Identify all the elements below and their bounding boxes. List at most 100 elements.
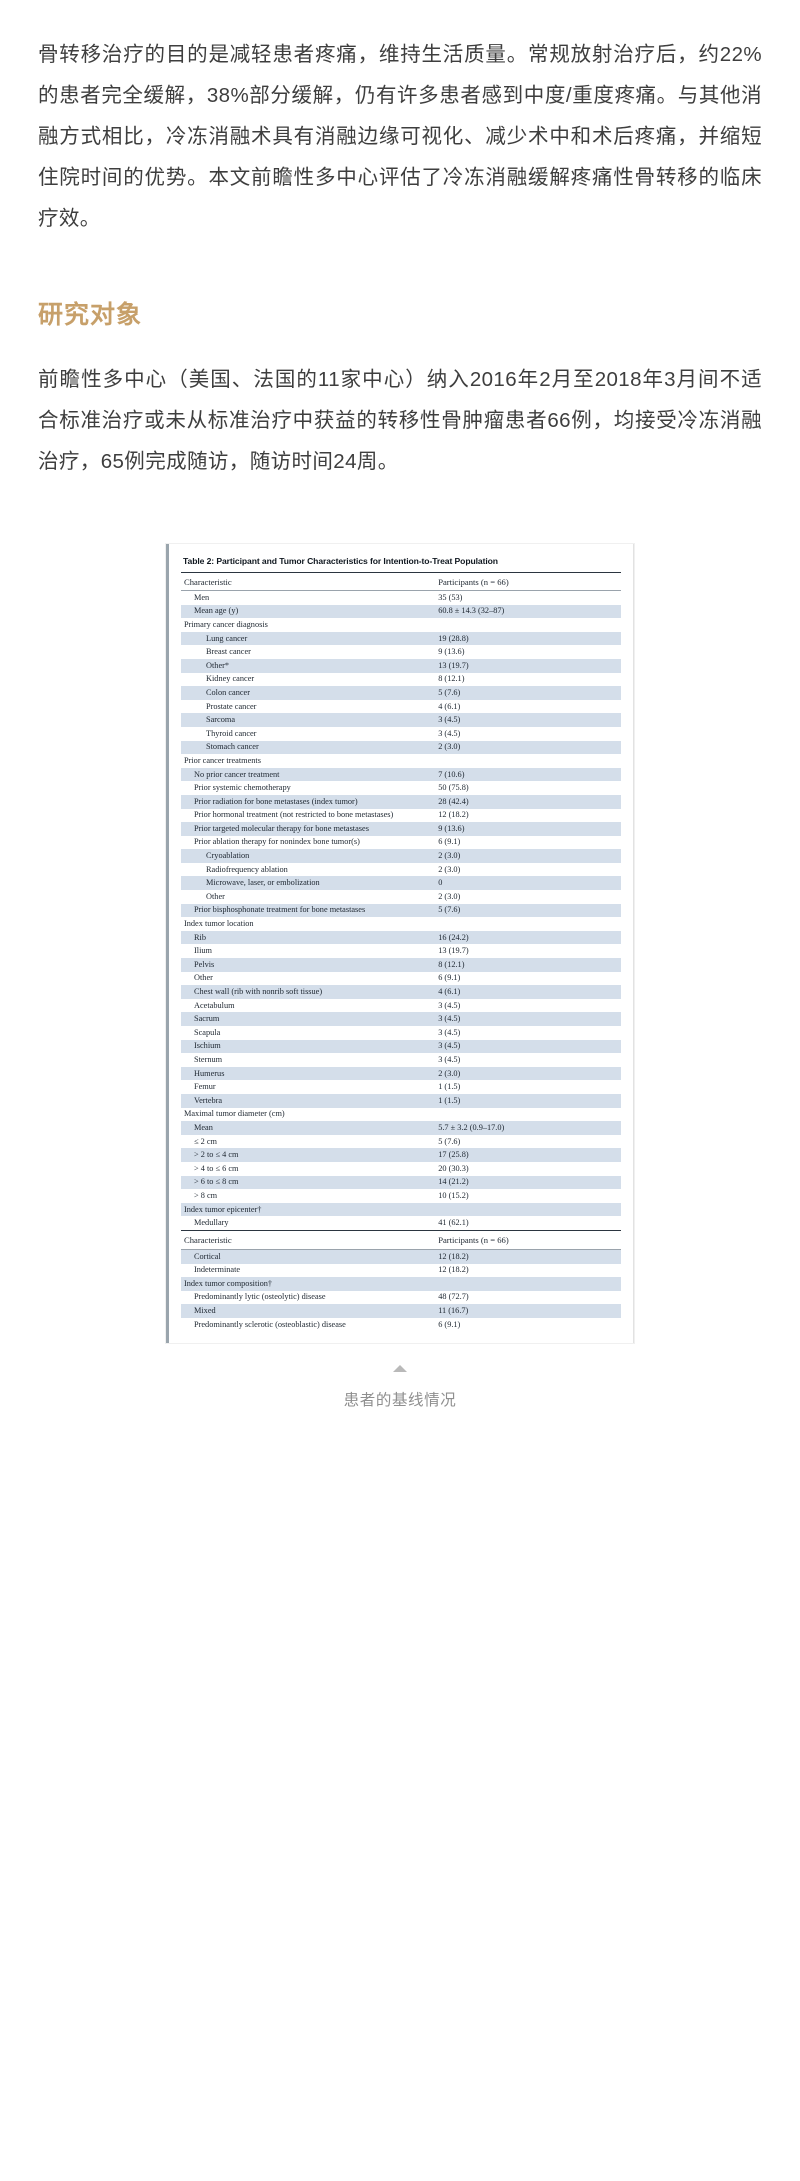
table-card: Table 2: Participant and Tumor Character… xyxy=(166,544,634,1344)
row-value: 3 (4.5) xyxy=(438,728,461,738)
row-value: 12 (18.2) xyxy=(436,1249,621,1264)
row-label: Lung cancer xyxy=(181,631,437,646)
row-value: 0 xyxy=(436,876,621,891)
row-value: 10 (15.2) xyxy=(438,1190,469,1200)
row-value: 3 (4.5) xyxy=(436,1012,621,1026)
row-label: Primary cancer diagnosis xyxy=(184,619,268,629)
row-label: Mean xyxy=(181,1121,437,1135)
row-value: 16 (24.2) xyxy=(436,930,621,945)
row-value: 17 (25.8) xyxy=(436,1148,621,1162)
row-value: 2 (3.0) xyxy=(438,864,461,874)
table-row: Index tumor composition† xyxy=(181,1277,621,1291)
row-label: Prior bisphosphonate treatment for bone … xyxy=(181,903,437,918)
row-label: Index tumor epicenter† xyxy=(181,1202,437,1217)
figure-caption: 患者的基线情况 xyxy=(343,1392,457,1410)
row-label: Sternum xyxy=(194,1054,223,1064)
table-row: Pelvis 8 (12.1) xyxy=(181,958,621,972)
row-value: 7 (10.6) xyxy=(436,767,621,782)
table-row: Radiofrequency ablation 2 (3.0) xyxy=(181,863,621,877)
row-label: Other xyxy=(206,891,225,901)
row-label: Ilium xyxy=(194,946,212,956)
table-row: Sternum 3 (4.5) xyxy=(181,1053,621,1067)
row-value: 3 (4.5) xyxy=(438,1000,461,1010)
row-label: > 2 to ≤ 4 cm xyxy=(181,1148,437,1162)
table-row: Cortical 12 (18.2) xyxy=(181,1249,621,1264)
row-label: Kidney cancer xyxy=(206,674,255,684)
row-value: 12 (18.2) xyxy=(438,810,469,820)
row-value: 60.8 ± 14.3 (32–87) xyxy=(436,604,621,619)
table-row: Predominantly sclerotic (osteoblastic) d… xyxy=(181,1318,621,1332)
row-label: Radiofrequency ablation xyxy=(206,864,288,874)
row-value: 5 (7.6) xyxy=(438,1136,461,1146)
row-label: ≤ 2 cm xyxy=(194,1136,217,1146)
table-row: Microwave, laser, or embolization 0 xyxy=(181,876,621,891)
row-value: 2 (3.0) xyxy=(436,1066,621,1081)
table-row: Chest wall (rib with nonrib soft tissue)… xyxy=(181,985,621,999)
row-label: Mean age (y) xyxy=(181,604,437,619)
table-row: Ischium 3 (4.5) xyxy=(181,1039,621,1054)
row-value: 4 (6.1) xyxy=(436,985,621,999)
table-row: Indeterminate 12 (18.2) xyxy=(181,1264,621,1278)
row-label: > 4 to ≤ 6 cm xyxy=(194,1163,239,1173)
table-row: Maximal tumor diameter (cm) xyxy=(181,1108,621,1122)
row-value: 2 (3.0) xyxy=(436,849,621,863)
row-label: > 8 cm xyxy=(194,1190,218,1200)
row-label: Prior cancer treatments xyxy=(184,755,261,765)
table-row: Rib 16 (24.2) xyxy=(181,930,621,945)
table-head: Characteristic Participants (n = 66) xyxy=(181,572,621,591)
section-heading-study-subjects: 研究对象 xyxy=(38,302,143,329)
table-row: > 8 cm 10 (15.2) xyxy=(181,1189,621,1203)
row-label: Other* xyxy=(181,658,437,673)
row-label: Prior ablation therapy for nonindex bone… xyxy=(194,837,360,847)
row-value: 6 (9.1) xyxy=(438,973,461,983)
table-row: Other* 13 (19.7) xyxy=(181,658,621,673)
table-row: Ilium 13 (19.7) xyxy=(181,944,621,958)
row-value: 48 (72.7) xyxy=(438,1292,469,1302)
row-label: Maximal tumor diameter (cm) xyxy=(184,1109,285,1119)
table-row: Medullary 41 (62.1) xyxy=(181,1216,621,1230)
row-label: Prior systemic chemotherapy xyxy=(194,783,291,793)
row-value xyxy=(436,1108,621,1122)
figure-table2[interactable]: Table 2: Participant and Tumor Character… xyxy=(38,544,762,1344)
row-value xyxy=(436,1277,621,1291)
table-row: Mean 5.7 ± 3.2 (0.9–17.0) xyxy=(181,1121,621,1135)
row-value: 50 (75.8) xyxy=(438,783,469,793)
table-row: Breast cancer 9 (13.6) xyxy=(181,645,621,659)
column-header-participants: Participants (n = 66) xyxy=(436,572,621,591)
participant-characteristics-table: Characteristic Participants (n = 66) Men… xyxy=(181,572,621,1331)
row-label: Other xyxy=(194,973,213,983)
row-value: 5.7 ± 3.2 (0.9–17.0) xyxy=(436,1121,621,1135)
row-value: 28 (42.4) xyxy=(436,794,621,809)
table-row: Mixed 11 (16.7) xyxy=(181,1304,621,1318)
row-value: 4 (6.1) xyxy=(438,701,461,711)
table-row: Scapula 3 (4.5) xyxy=(181,1026,621,1040)
row-label: Ischium xyxy=(181,1039,437,1054)
scroll-up-arrow[interactable] xyxy=(38,1365,762,1373)
table-row: Colon cancer 5 (7.6) xyxy=(181,686,621,700)
row-value: 14 (21.2) xyxy=(436,1175,621,1190)
row-value xyxy=(436,754,621,768)
row-label: > 6 to ≤ 8 cm xyxy=(181,1175,437,1190)
row-label: Stomach cancer xyxy=(181,740,437,755)
row-value: 1 (1.5) xyxy=(438,1082,461,1092)
row-label: Index tumor composition† xyxy=(181,1277,437,1291)
row-label: Predominantly lytic (osteolytic) disease xyxy=(194,1292,326,1302)
row-value: 35 (53) xyxy=(438,592,463,602)
table-row: Thyroid cancer 3 (4.5) xyxy=(181,727,621,741)
table-row: > 4 to ≤ 6 cm 20 (30.3) xyxy=(181,1162,621,1176)
row-value: 13 (19.7) xyxy=(436,658,621,673)
row-value: 5 (7.6) xyxy=(436,686,621,700)
row-value: 13 (19.7) xyxy=(438,946,469,956)
row-label: Rib xyxy=(181,930,437,945)
table-title: Table 2: Participant and Tumor Character… xyxy=(183,556,498,566)
column-header-characteristic: Characteristic xyxy=(181,572,437,591)
row-value: 2 (3.0) xyxy=(436,740,621,755)
table-row: Femur 1 (1.5) xyxy=(181,1080,621,1094)
table-row: Prior cancer treatments xyxy=(181,754,621,768)
row-value: 2 (3.0) xyxy=(438,891,461,901)
table-row: Stomach cancer 2 (3.0) xyxy=(181,740,621,755)
paragraph-study-subjects: 前瞻性多中心（美国、法国的11家中心）纳入2016年2月至2018年3月间不适合… xyxy=(38,368,762,473)
row-value xyxy=(436,618,621,632)
table-row: Humerus 2 (3.0) xyxy=(181,1066,621,1081)
row-value: 9 (13.6) xyxy=(438,647,465,657)
